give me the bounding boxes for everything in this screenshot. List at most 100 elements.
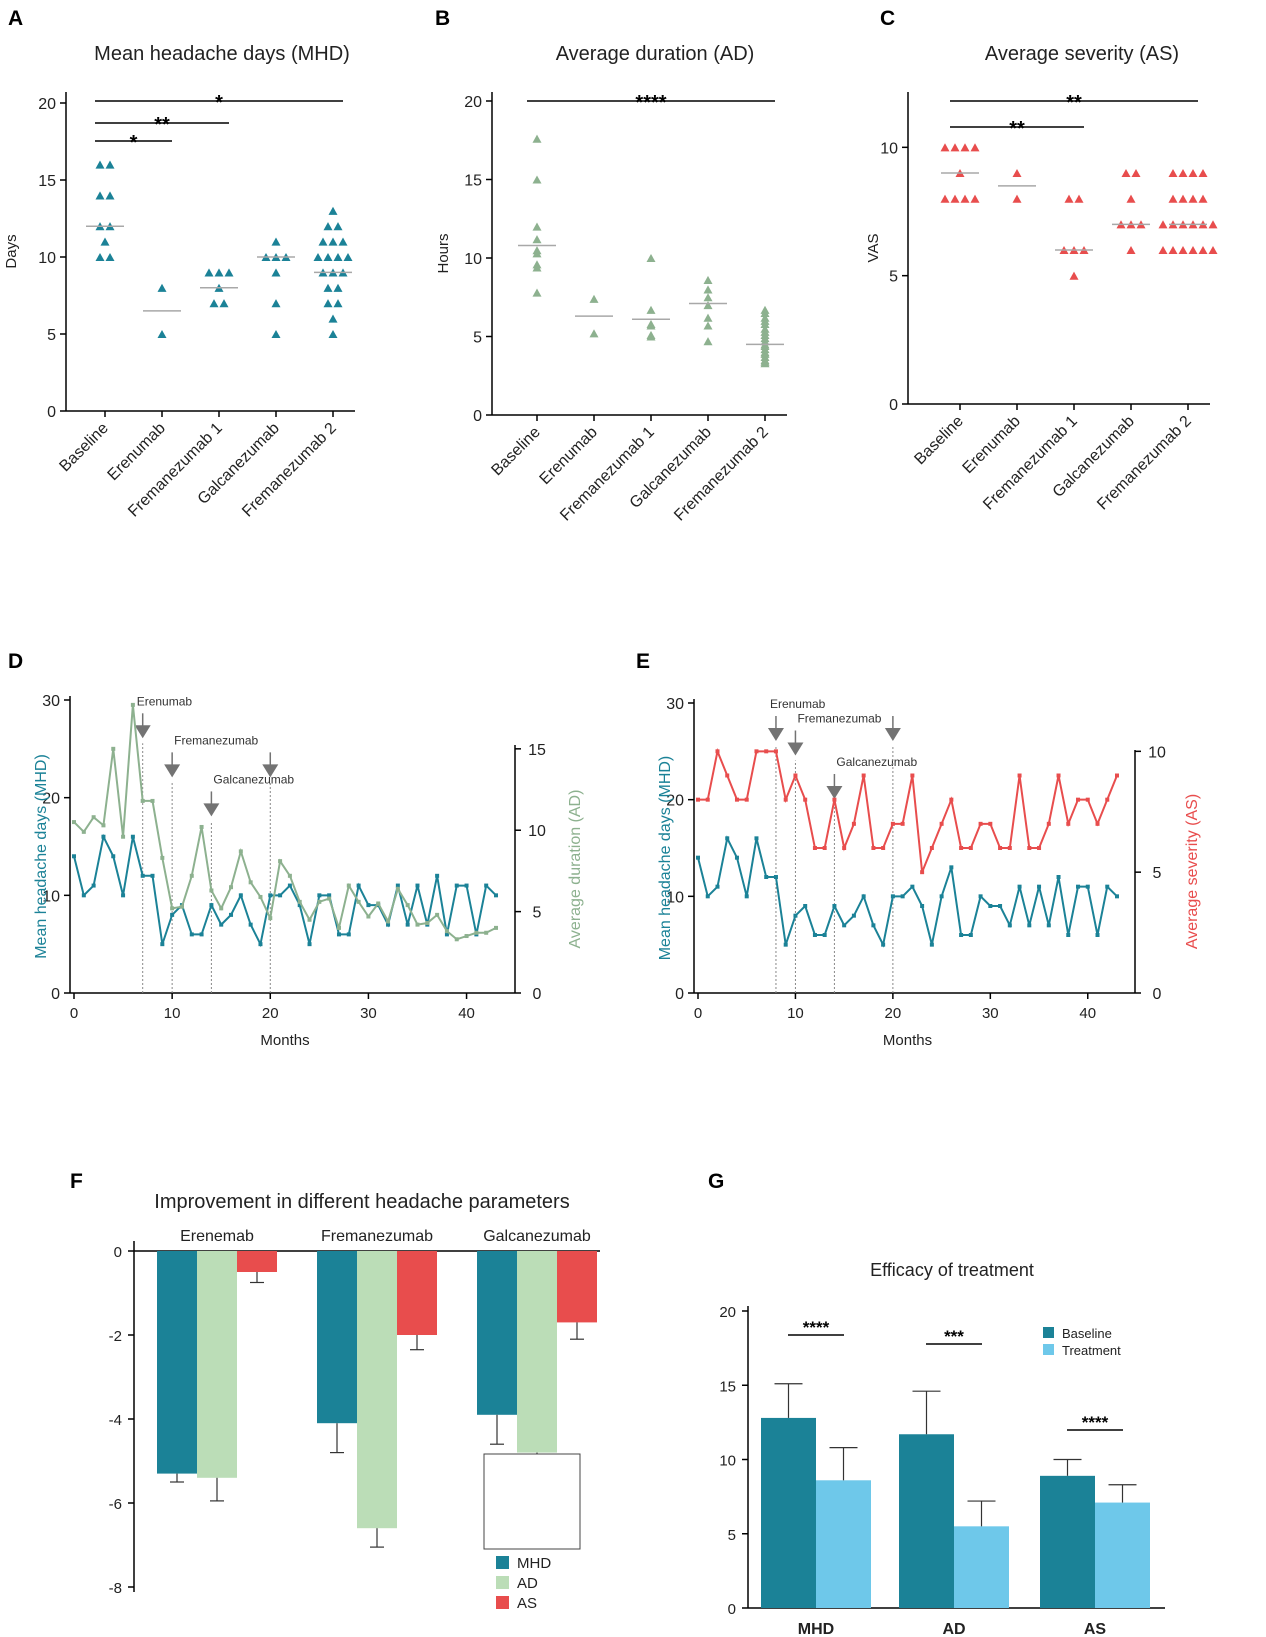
data-point: [105, 191, 115, 200]
data-point: [998, 846, 1003, 850]
data-point: [1126, 194, 1136, 203]
legend-swatch: [496, 1576, 509, 1589]
data-point: [1046, 923, 1051, 928]
y-tick-label: 0: [728, 1601, 736, 1618]
data-point: [328, 329, 338, 339]
y-tick-label-right: 10: [1148, 744, 1166, 761]
data-point: [703, 293, 713, 302]
data-point: [532, 288, 542, 297]
data-point: [1085, 797, 1090, 802]
data-point: [484, 930, 489, 935]
data-point: [333, 283, 343, 292]
data-point: [900, 894, 905, 899]
x-tick-label: 30: [360, 1005, 377, 1022]
data-point: [959, 933, 964, 937]
data-point: [532, 235, 542, 244]
y-tick-label: 20: [38, 96, 56, 113]
y-axis-label-left: Mean headache days (MHD): [657, 756, 674, 961]
data-point: [376, 901, 381, 906]
chart-title: Average severity (AS): [985, 43, 1179, 65]
data-point: [1131, 168, 1141, 178]
data-point: [871, 846, 876, 850]
y-tick-label: 10: [38, 250, 56, 267]
data-point: [703, 275, 713, 285]
data-point: [1188, 194, 1198, 203]
bar-treatment: [816, 1480, 871, 1608]
y-tick-label: 5: [473, 330, 482, 347]
data-point: [822, 933, 827, 937]
data-point: [760, 319, 770, 328]
bar-ad: [357, 1251, 397, 1529]
data-point: [783, 942, 788, 947]
data-point: [1017, 773, 1022, 778]
data-point: [454, 883, 459, 888]
x-tick-label: 0: [70, 1005, 78, 1022]
panel-label: E: [636, 650, 650, 673]
event-arrow-icon: [164, 764, 181, 778]
data-point: [970, 194, 980, 203]
data-point: [346, 932, 351, 937]
data-point: [1188, 168, 1198, 178]
data-point: [1168, 194, 1178, 203]
data-point: [589, 294, 599, 303]
y-tick-label: 10: [464, 251, 482, 268]
y-tick-label-left: 30: [42, 693, 60, 710]
category-label: Erenemab: [180, 1228, 254, 1245]
data-point: [998, 904, 1003, 908]
y-tick-label: -2: [109, 1328, 122, 1345]
y-axis-label-right: Average severity (AS): [1184, 794, 1201, 949]
panel-f: F Improvement in different headache param…: [70, 1170, 600, 1612]
data-point: [1069, 271, 1079, 280]
data-point: [328, 206, 338, 215]
data-point: [725, 836, 730, 841]
data-point: [920, 904, 925, 908]
data-point: [696, 855, 700, 860]
data-point: [696, 797, 700, 802]
data-point: [405, 922, 410, 927]
data-point: [111, 854, 116, 859]
data-point: [333, 252, 343, 262]
category-label: Galcanezumab: [483, 1228, 591, 1245]
data-point: [960, 143, 970, 152]
data-point: [150, 798, 155, 803]
significance-label: **: [1066, 92, 1082, 114]
data-point: [111, 746, 116, 751]
data-point: [219, 906, 224, 911]
data-point: [1121, 168, 1131, 178]
data-point: [803, 797, 808, 802]
y-tick-label-left: 30: [666, 696, 684, 713]
data-point: [271, 268, 281, 277]
event-label: Fremanezumab: [797, 712, 881, 726]
data-point: [960, 194, 970, 203]
data-point: [105, 252, 115, 262]
data-point: [1076, 797, 1081, 802]
data-point: [970, 143, 980, 152]
x-tick-label: Fremanezumab 2: [239, 420, 340, 521]
panel-a: A Mean headache days (MHD) 0 5 10 15 20 Days Bas…: [3, 7, 355, 520]
data-point: [333, 222, 343, 231]
data-point: [939, 821, 944, 826]
data-point: [170, 906, 175, 911]
x-tick-label: 0: [694, 1005, 702, 1022]
data-point: [1007, 923, 1012, 928]
event-arrow-icon: [826, 786, 843, 799]
data-point: [297, 903, 302, 908]
data-point: [812, 846, 817, 850]
data-point: [646, 305, 656, 314]
panel-b: B Average duration (AD) 0 5 10 15 20 Hours Basel…: [435, 7, 787, 524]
data-point: [101, 834, 106, 839]
data-point: [464, 883, 469, 888]
bar-treatment: [954, 1526, 1009, 1608]
data-point: [268, 893, 273, 898]
data-point: [959, 846, 964, 850]
x-tick-label: Fremanezumab 2: [1094, 413, 1195, 514]
event-label: Galcanezumab: [213, 772, 294, 786]
x-tick-label: Baseline: [911, 413, 966, 468]
data-point: [851, 821, 856, 826]
y-tick-label: 20: [719, 1304, 736, 1321]
data-point: [179, 904, 184, 909]
data-point: [121, 834, 126, 839]
data-point: [346, 883, 351, 888]
data-point: [1208, 245, 1218, 255]
data-point: [725, 773, 730, 778]
